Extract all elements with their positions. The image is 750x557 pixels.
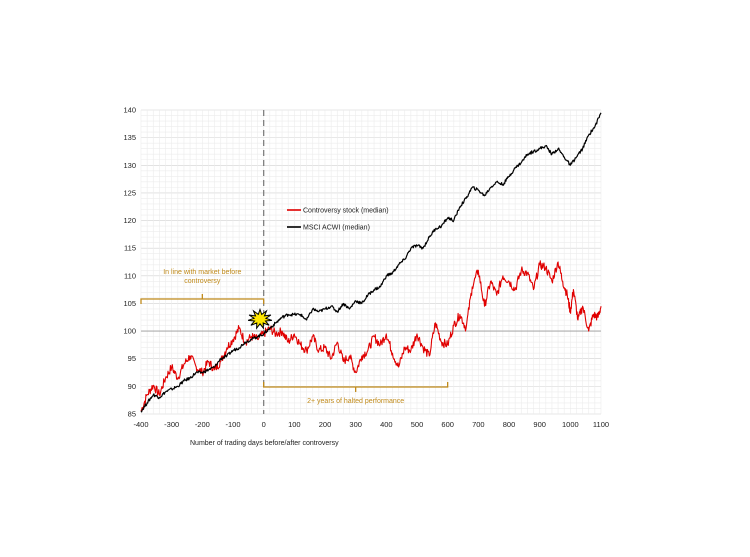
controversy-burst-icon [247,307,273,330]
x-tick-label: 500 [411,420,424,429]
x-tick-label: 1100 [593,420,609,429]
y-tick-label: 140 [123,106,136,115]
x-tick-label: 900 [533,420,546,429]
series-lines [140,112,602,413]
x-tick-label: 600 [441,420,454,429]
x-tick-label: 200 [319,420,332,429]
x-tick-label: -400 [133,420,148,429]
annotations: In line with market before controversy 2+ … [140,269,449,405]
x-tick-label: 100 [288,420,301,429]
starburst-icon [247,307,273,330]
x-tick-label: -100 [225,420,240,429]
y-tick-label: 110 [124,271,136,280]
series-line-msci-acwi [140,112,602,413]
x-tick-label: 800 [503,420,516,429]
annotation-text: 2+ years of halted performance [307,398,404,405]
y-tick-label: 85 [128,410,136,419]
x-tick-label: 700 [472,420,485,429]
y-tick-label: 115 [124,244,136,253]
x-axis-ticks: -400 -300 -200 -100 0 100 200 300 400 500 600 700 80… [133,420,609,429]
series-line-controversy-stock [140,260,602,412]
y-tick-label: 95 [128,354,136,363]
y-tick-label: 130 [123,161,136,170]
x-tick-label: 0 [262,420,266,429]
y-tick-label: 105 [123,299,136,308]
annotation-text: controversy [184,278,221,285]
y-tick-label: 135 [123,133,136,142]
x-tick-label: 1000 [562,420,579,429]
y-tick-label: 90 [128,382,136,391]
y-tick-label: 120 [123,216,136,225]
x-axis-label: Number of trading days before/after cont… [190,440,339,447]
legend-label: MSCI ACWI (median) [303,225,370,232]
x-tick-label: 400 [380,420,393,429]
y-tick-label: 125 [123,188,136,197]
legend-label: Controversy stock (median) [303,208,389,215]
y-tick-label: 100 [123,327,136,336]
y-axis-ticks: 85 90 95 100 105 110 115 120 125 130 135 140 [123,106,136,419]
x-tick-label: 300 [349,420,362,429]
legend: Controversy stock (median) MSCI ACWI (med… [287,208,389,232]
x-tick-label: -300 [164,420,179,429]
x-tick-label: -200 [195,420,210,429]
annotation-text: In line with market before [163,269,241,276]
